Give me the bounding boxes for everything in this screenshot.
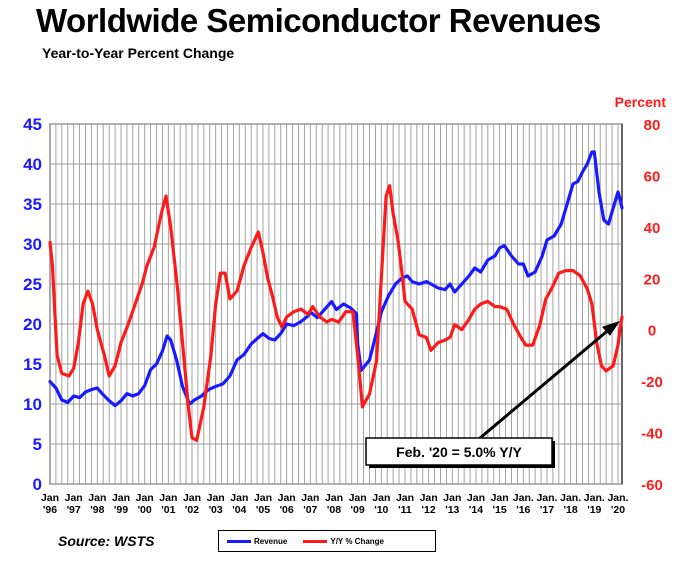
legend-swatch-yoy bbox=[303, 539, 328, 543]
x-tick-label-year: '10 bbox=[374, 504, 388, 516]
grid-lines bbox=[49, 123, 622, 485]
x-tick-label-year: '06 bbox=[280, 504, 294, 516]
x-tick-label-year: '12 bbox=[422, 504, 436, 516]
series-line-revenue bbox=[48, 150, 624, 408]
annotation-text: Feb. '20 = 5.0% Y/Y bbox=[396, 444, 522, 460]
x-tick-label-month: Jan. bbox=[513, 492, 534, 504]
x-tick-label-year: '19 bbox=[587, 504, 601, 516]
x-tick-label-year: '18 bbox=[564, 504, 578, 516]
right-axis-title: Percent bbox=[614, 94, 666, 110]
x-tick-label-month: Jan bbox=[396, 492, 414, 504]
chart-title: Worldwide Semiconductor Revenues bbox=[36, 2, 601, 39]
left-axis-tick-label: 20 bbox=[23, 315, 42, 334]
x-tick-label-month: Jan bbox=[420, 492, 438, 504]
right-axis-tick-label: 40 bbox=[644, 220, 661, 237]
right-axis-tick-label: -60 bbox=[641, 477, 663, 494]
x-tick-label-month: Jan bbox=[230, 492, 248, 504]
x-tick-label-month: Jan. bbox=[560, 492, 581, 504]
x-tick-label-year: '01 bbox=[161, 504, 175, 516]
right-axis-tick-label: 60 bbox=[644, 168, 661, 185]
right-axis-tick-label: -20 bbox=[641, 374, 663, 391]
x-tick-label-month: Jan bbox=[325, 492, 343, 504]
legend-label-revenue: Revenue bbox=[254, 536, 288, 546]
x-tick-label-year: '13 bbox=[445, 504, 459, 516]
series-line-yoy-change bbox=[48, 184, 624, 442]
legend-item-revenue: Revenue bbox=[227, 537, 287, 546]
x-tick-label-month: Jan bbox=[65, 492, 83, 504]
x-tick-label-year: '05 bbox=[256, 504, 270, 516]
legend-item-yoy: Y/Y % Change bbox=[303, 537, 384, 546]
x-tick-label-month: Jan bbox=[467, 492, 485, 504]
annotation-box bbox=[365, 437, 553, 466]
x-tick-label-year: '99 bbox=[114, 504, 128, 516]
left-axis-tick-label: 40 bbox=[23, 155, 42, 174]
x-tick-label-year: '07 bbox=[303, 504, 317, 516]
x-tick-label-year: '09 bbox=[351, 504, 365, 516]
x-tick-label-month: Jan bbox=[159, 492, 177, 504]
x-tick-label-year: '03 bbox=[209, 504, 223, 516]
x-tick-label-month: Jan bbox=[301, 492, 319, 504]
source-note: Source: WSTS bbox=[58, 533, 155, 549]
x-tick-label-month: Jan bbox=[349, 492, 367, 504]
x-tick-label-month: Jan. bbox=[584, 492, 605, 504]
x-tick-label-year: '04 bbox=[232, 504, 246, 516]
x-tick-label-year: '11 bbox=[398, 504, 412, 516]
left-axis-tick-label: 30 bbox=[23, 235, 42, 254]
x-tick-label-month: Jan bbox=[372, 492, 390, 504]
left-axis-tick-label: 0 bbox=[33, 475, 42, 494]
right-axis-tick-label: 0 bbox=[648, 323, 656, 340]
left-axis-tick-label: 25 bbox=[23, 275, 42, 294]
x-tick-label-month: Jan bbox=[207, 492, 225, 504]
x-tick-label-month: Jan. bbox=[536, 492, 557, 504]
x-tick-label-year: '98 bbox=[90, 504, 104, 516]
annotation-arrow-line bbox=[479, 326, 612, 440]
x-tick-label-year: '08 bbox=[327, 504, 341, 516]
x-tick-label-year: '97 bbox=[67, 504, 81, 516]
x-tick-label-month: Jan bbox=[183, 492, 201, 504]
left-axis-tick-label: 35 bbox=[23, 195, 42, 214]
x-tick-label-year: '17 bbox=[540, 504, 554, 516]
x-tick-label-year: '02 bbox=[185, 504, 199, 516]
chart-legend: Revenue Y/Y % Change bbox=[218, 530, 436, 552]
x-tick-label-month: Jan bbox=[443, 492, 461, 504]
x-tick-label-month: Jan bbox=[491, 492, 509, 504]
x-tick-label-month: Jan bbox=[112, 492, 130, 504]
right-axis-tick-label: 20 bbox=[644, 271, 661, 288]
right-axis-tick-label: 80 bbox=[644, 117, 661, 134]
x-tick-label-year: '14 bbox=[469, 504, 483, 516]
x-tick-label-year: '00 bbox=[138, 504, 152, 516]
x-tick-label-month: Jan bbox=[88, 492, 106, 504]
x-tick-label-month: Jan bbox=[254, 492, 272, 504]
x-tick-label-month: Jan bbox=[278, 492, 296, 504]
left-axis-tick-label: 45 bbox=[23, 115, 42, 134]
annotation-arrow-head bbox=[602, 320, 620, 336]
x-tick-label-year: '20 bbox=[611, 504, 625, 516]
x-tick-label-month: Jan bbox=[41, 492, 59, 504]
left-axis-tick-label: 15 bbox=[23, 355, 42, 374]
x-tick-label-year: '15 bbox=[493, 504, 507, 516]
plot-area bbox=[49, 123, 623, 485]
legend-label-yoy: Y/Y % Change bbox=[330, 536, 385, 546]
left-axis-tick-label: 10 bbox=[23, 395, 42, 414]
right-axis-tick-label: -40 bbox=[641, 426, 663, 443]
x-tick-label-year: '16 bbox=[516, 504, 530, 516]
left-axis-tick-label: 5 bbox=[33, 435, 42, 454]
legend-swatch-revenue bbox=[227, 539, 251, 543]
x-tick-label-year: '96 bbox=[43, 504, 57, 516]
x-tick-label-month: Jan. bbox=[607, 492, 628, 504]
x-tick-label-month: Jan bbox=[136, 492, 154, 504]
chart-subtitle: Year-to-Year Percent Change bbox=[42, 45, 235, 61]
